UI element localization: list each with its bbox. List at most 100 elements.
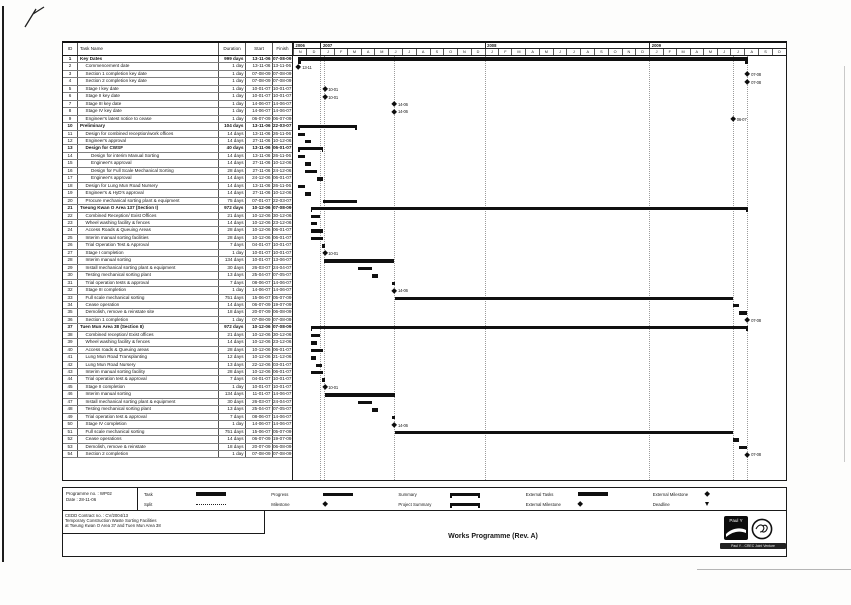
legend-item: Project Summary [398, 500, 525, 509]
milestone-date-label: 13-11 [302, 64, 312, 70]
task-name: Tseung Kwan O Area 137 (Section I) [78, 205, 219, 212]
legend-milestone-icon [322, 500, 329, 508]
programme-number: Programme no. : WP02 [66, 491, 112, 496]
legend-item: Milestone [271, 500, 398, 509]
task-name: Design for Lung Mun Road Nursery [78, 182, 219, 190]
milestone-diamond-icon [744, 317, 751, 324]
gridline [747, 56, 749, 480]
table-row: 54 Section 2 completion 1 day 07-08-09 07-08… [63, 451, 292, 459]
task-finish: 07-05-07 [273, 272, 292, 278]
task-name: Demolish, remove & reinstate site [78, 309, 219, 316]
task-start: 26-03-07 [246, 264, 273, 272]
task-id: 3 [63, 70, 78, 78]
year-label: 2008 [484, 43, 650, 48]
task-bar [324, 393, 395, 397]
task-duration: 972 days [219, 205, 246, 212]
task-finish: 21-12-06 [273, 354, 292, 360]
task-finish: 13-06-07 [273, 257, 292, 263]
task-name: Combined Reception/ Exist Offices [78, 212, 219, 219]
task-bar [391, 281, 395, 285]
gantt-row: 10-01 [293, 250, 786, 257]
task-name: Design for CWSF [78, 145, 219, 152]
task-finish: 14-06-07 [273, 108, 292, 114]
title-block-footer: Programme no. : WP02 Date : 28-11-06 Tas… [62, 487, 787, 557]
task-id: 22 [63, 212, 78, 219]
table-row: 53 Demolish, remove & reinstate 18 days 20-… [63, 443, 292, 452]
milestone-date-label: 10-01 [328, 385, 339, 391]
task-duration: 14 days [219, 160, 246, 167]
task-start: 14-06-07 [246, 100, 273, 108]
task-id: 49 [63, 413, 78, 421]
task-start: 07-08-09 [246, 451, 273, 458]
task-name: Stage I key date [78, 85, 219, 93]
table-row: 43 Interim manual sorting facility 28 days… [63, 369, 292, 377]
milestone-diamond-icon [744, 78, 751, 86]
task-name: Engineer's approval [78, 160, 219, 167]
task-bar [732, 303, 740, 308]
task-start: 10-12-06 [246, 324, 273, 331]
task-name: Access Roads & Queuing Areas [78, 227, 219, 234]
task-start: 11-01-07 [246, 391, 273, 398]
document-title: Works Programme (Rev. A) [448, 533, 538, 540]
task-id: 16 [63, 167, 78, 175]
task-name: Section 1 completion key date [78, 70, 219, 78]
task-start: 10-12-06 [246, 227, 273, 234]
gantt-row: 14-06 [293, 287, 786, 294]
table-row: 48 Testing mechanical sorting plant 13 day… [63, 406, 292, 414]
task-start: 25-04-07 [246, 272, 273, 279]
table-row: 18 Design for Lung Mun Road Nursery 14 day… [63, 182, 292, 191]
task-bar [310, 229, 324, 233]
gantt-row: 07-08 [293, 451, 786, 458]
gantt-row [293, 295, 786, 302]
table-row: 16 Design for Full Scale Mechanical Sorti… [63, 167, 292, 176]
task-id: 8 [63, 108, 78, 115]
task-duration: 7 days [219, 279, 246, 287]
task-duration: 1 day [219, 421, 246, 428]
task-name: Interim manual sorting facilities [78, 234, 219, 242]
month-label: J [649, 49, 663, 55]
task-duration: 21 days [219, 331, 246, 339]
task-finish: 10-12-06 [273, 137, 292, 143]
task-finish: 10-12-06 [273, 160, 292, 166]
task-name: Full scale mechanical sorting [78, 428, 219, 436]
task-start: 04-01-07 [246, 376, 273, 383]
task-start: 24-12-06 [246, 175, 273, 182]
task-start: 27-11-06 [246, 160, 273, 167]
gantt-row [293, 220, 786, 227]
col-header-task-name: Task Name [78, 43, 219, 55]
table-row: 7 Stage III key date 1 day 14-06-07 14-06-07 [63, 100, 292, 109]
task-duration: 1 day [219, 70, 246, 78]
task-duration: 7 days [219, 376, 246, 383]
month-label: S [594, 49, 607, 55]
gantt-row [293, 183, 786, 190]
task-name: Tuen Mun Area 38 (Section II) [78, 324, 219, 331]
task-finish: 24-12-06 [273, 167, 292, 173]
task-start: 10-01-07 [246, 93, 273, 100]
table-row: 11 Design for combined reception/work off… [63, 130, 292, 138]
milestone-diamond-icon [321, 250, 328, 257]
table-row: 2 Commencement date 1 day 13-11-06 13-11-06 [63, 63, 292, 71]
task-bar [304, 192, 311, 196]
table-row: 46 Interim manual sorting 134 days 11-01-07… [63, 391, 292, 399]
contract-number: CEDD Contract no. : CV/2004/13 [65, 512, 129, 518]
contract-project-line2: at Tseung Kwan O Area 37 and Tuen Mun Ar… [65, 523, 161, 529]
task-name: Stage IV key date [78, 108, 219, 115]
milestone-diamond-icon [391, 101, 398, 108]
gantt-row [293, 272, 786, 279]
task-duration: 40 days [219, 145, 246, 152]
table-row: 27 Stage I completion 1 day 10-01-07 10-01-0… [63, 249, 292, 258]
task-start: 06-07-09 [246, 436, 273, 443]
table-row: 40 Access roads & Queuing areas 28 days 10-… [63, 346, 292, 355]
task-name: Stage III completion [78, 287, 219, 294]
legend-items: Task Split Progress Milestone Summary Project… [138, 488, 786, 510]
gridline [649, 56, 651, 480]
task-bar [298, 184, 305, 189]
task-duration: 1 day [219, 93, 246, 100]
task-start: 07-08-09 [246, 78, 273, 85]
month-label: N [621, 49, 635, 55]
legend-item: External Milestone [653, 490, 780, 499]
task-finish: 06-01-07 [273, 346, 292, 352]
month-label: O [443, 49, 457, 55]
task-bar [298, 132, 305, 136]
